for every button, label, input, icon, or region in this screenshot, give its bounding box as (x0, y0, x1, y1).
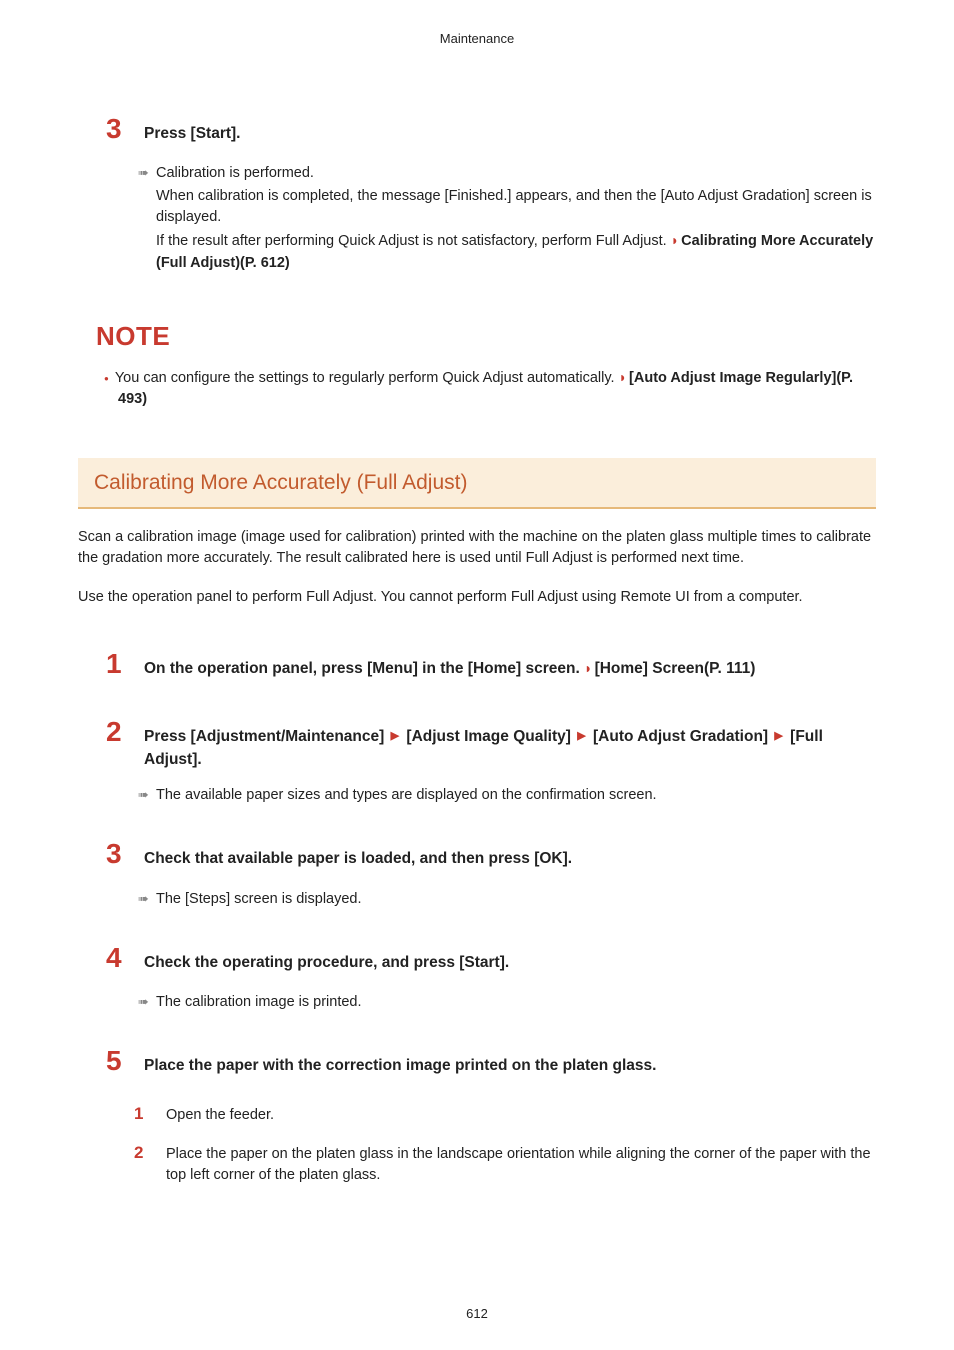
page-number: 612 (0, 1305, 954, 1324)
steps-section: 1 On the operation panel, press [Menu] i… (78, 644, 876, 1186)
step-2-number: 2 (106, 712, 136, 753)
step-5-substeps: 1 Open the feeder. 2 Place the paper on … (134, 1102, 876, 1186)
step-3-top: 3 Press [Start]. ➠Calibration is perform… (78, 109, 876, 274)
step-2-row: 2 Press [Adjustment/Maintenance] ▶ [Adju… (106, 712, 876, 771)
step-3-result-1-text: Calibration is performed. (156, 165, 314, 181)
step-4: 4 Check the operating procedure, and pre… (78, 938, 876, 1014)
section-para-1: Scan a calibration image (image used for… (78, 527, 876, 569)
page-header: Maintenance (78, 30, 876, 49)
step-1-title: On the operation panel, press [Menu] in … (144, 658, 876, 680)
result-arrow-icon: ➠ (138, 890, 156, 909)
step-1: 1 On the operation panel, press [Menu] i… (78, 644, 876, 685)
section-para-2: Use the operation panel to perform Full … (78, 587, 876, 608)
step-1-row: 1 On the operation panel, press [Menu] i… (106, 644, 876, 685)
step-4-title: Check the operating procedure, and press… (144, 952, 876, 974)
step-3-row: 3 Press [Start]. (106, 109, 876, 150)
sub-step-2: 2 Place the paper on the platen glass in… (134, 1141, 876, 1186)
step-1-title-link[interactable]: [Home] Screen(P. 111) (595, 660, 756, 677)
step-4-result: ➠The calibration image is printed. (138, 992, 876, 1013)
result-arrow-icon: ➠ (138, 164, 156, 183)
step-2-title-p2: [Adjust Image Quality] (406, 728, 571, 745)
note-bullet-icon: ● (104, 374, 109, 383)
triangle-icon: ▶ (577, 729, 585, 745)
step-3-result-1: ➠Calibration is performed. (138, 163, 876, 184)
step-3-bullet: If the result after performing Quick Adj… (156, 230, 876, 273)
step-2: 2 Press [Adjustment/Maintenance] ▶ [Adju… (78, 712, 876, 806)
step-3-results: ➠Calibration is performed. When calibrat… (138, 163, 876, 273)
step-4-number: 4 (106, 938, 136, 979)
sub-step-1: 1 Open the feeder. (134, 1102, 876, 1127)
step-3b-result-text: The [Steps] screen is displayed. (156, 891, 362, 907)
step-2-title-p1: Press [Adjustment/Maintenance] (144, 728, 384, 745)
sub-step-1-number: 1 (134, 1102, 152, 1127)
step-2-title: Press [Adjustment/Maintenance] ▶ [Adjust… (144, 726, 876, 771)
step-5-title: Place the paper with the correction imag… (144, 1055, 876, 1077)
step-3-bullet-text: If the result after performing Quick Adj… (156, 233, 671, 249)
step-3b-title: Check that available paper is loaded, an… (144, 848, 876, 870)
triangle-icon: ▶ (774, 729, 782, 745)
sub-step-2-number: 2 (134, 1141, 152, 1166)
note-heading: NOTE (96, 318, 876, 356)
note-body: ●You can configure the settings to regul… (118, 367, 866, 410)
step-3b-result: ➠The [Steps] screen is displayed. (138, 889, 876, 910)
step-4-result-text: The calibration image is printed. (156, 994, 362, 1010)
link-icon: ◗ (584, 658, 592, 678)
sub-step-1-text: Open the feeder. (166, 1105, 876, 1126)
step-3-continuation: When calibration is completed, the messa… (156, 186, 876, 228)
link-icon: ◗ (671, 230, 679, 250)
step-2-result: ➠The available paper sizes and types are… (138, 785, 876, 806)
triangle-icon: ▶ (391, 729, 399, 745)
step-2-result-text: The available paper sizes and types are … (156, 787, 657, 803)
step-3b-number: 3 (106, 834, 136, 875)
sub-step-2-text: Place the paper on the platen glass in t… (166, 1144, 876, 1186)
step-5-number: 5 (106, 1041, 136, 1082)
link-icon: ◗ (619, 367, 627, 387)
step-5: 5 Place the paper with the correction im… (78, 1041, 876, 1185)
result-arrow-icon: ➠ (138, 993, 156, 1012)
step-1-number: 1 (106, 644, 136, 685)
step-3-number: 3 (106, 109, 136, 150)
note-text-prefix: You can configure the settings to regula… (115, 370, 619, 386)
step-3b-row: 3 Check that available paper is loaded, … (106, 834, 876, 875)
section-heading: Calibrating More Accurately (Full Adjust… (78, 458, 876, 508)
step-3: 3 Check that available paper is loaded, … (78, 834, 876, 910)
step-5-row: 5 Place the paper with the correction im… (106, 1041, 876, 1082)
step-4-row: 4 Check the operating procedure, and pre… (106, 938, 876, 979)
header-title: Maintenance (440, 31, 514, 46)
step-2-title-p3: [Auto Adjust Gradation] (593, 728, 768, 745)
result-arrow-icon: ➠ (138, 786, 156, 805)
step-3-title: Press [Start]. (144, 123, 876, 145)
step-1-title-prefix: On the operation panel, press [Menu] in … (144, 660, 584, 677)
